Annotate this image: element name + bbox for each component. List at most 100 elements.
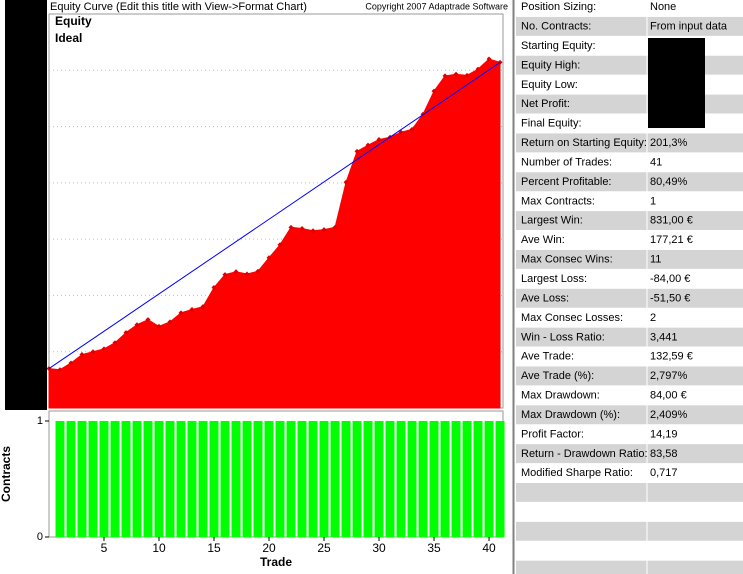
stat-label: Return on Starting Equity:	[521, 137, 647, 149]
stat-label: Max Drawdown (%):	[521, 409, 620, 421]
table-row	[516, 560, 743, 574]
contract-bar	[198, 420, 208, 537]
contract-bar	[308, 420, 318, 537]
x-tick-label: 40	[482, 541, 496, 555]
stat-value: 1	[650, 195, 656, 207]
equity-marker	[145, 317, 151, 323]
table-row	[516, 230, 743, 250]
equity-marker	[321, 227, 327, 233]
equity-marker	[365, 142, 371, 148]
table-row	[516, 308, 743, 328]
table-row	[516, 347, 743, 367]
stat-value: 132,59 €	[650, 351, 693, 363]
equity-marker	[189, 307, 195, 312]
equity-marker	[57, 367, 63, 373]
contract-bar	[143, 420, 153, 537]
equity-marker	[68, 360, 74, 366]
equity-marker	[255, 268, 261, 274]
equity-marker	[266, 255, 272, 261]
table-row	[516, 366, 743, 386]
equity-marker	[112, 340, 118, 346]
stat-value: 0,717	[650, 467, 678, 479]
table-row	[516, 0, 743, 17]
stat-label: Percent Profitable:	[521, 176, 612, 188]
contract-bar	[330, 420, 340, 537]
contract-bar	[209, 420, 219, 537]
stat-value: 177,21 €	[650, 234, 693, 246]
x-tick-label: 30	[372, 541, 386, 555]
equity-marker	[442, 73, 448, 79]
y-tick-label: 0	[37, 531, 43, 543]
contract-bar	[363, 420, 373, 537]
contract-bar	[341, 420, 351, 537]
y-tick-label: 1	[37, 415, 43, 427]
contract-bar	[319, 420, 329, 537]
stat-label: Largest Win:	[521, 215, 583, 227]
stat-label: Ave Win:	[521, 234, 565, 246]
stat-label: Max Consec Losses:	[521, 312, 623, 324]
contract-bar	[187, 420, 197, 537]
legend-entry: Ideal	[55, 31, 82, 45]
x-tick-label: 25	[317, 541, 331, 555]
equity-marker	[464, 72, 470, 78]
equity-marker	[376, 137, 382, 143]
table-row	[516, 385, 743, 406]
contract-bar	[121, 420, 131, 537]
stat-value: From input data	[650, 21, 728, 33]
equity-marker	[211, 285, 217, 291]
stat-label: Win - Loss Ratio:	[521, 331, 605, 343]
contract-bar	[165, 420, 175, 537]
equity-marker	[453, 71, 459, 77]
stat-value: 201,3%	[650, 137, 688, 149]
table-row	[516, 483, 743, 503]
stat-value: -51,50 €	[650, 292, 690, 304]
stat-label: Max Drawdown:	[521, 390, 600, 402]
equity-marker	[200, 304, 206, 310]
stat-label: Starting Equity:	[521, 40, 596, 52]
contract-bar	[231, 420, 241, 537]
contract-bar	[99, 420, 109, 537]
table-row	[516, 405, 743, 425]
stat-label: Max Contracts:	[521, 195, 595, 207]
stat-value: 3,441	[650, 331, 678, 343]
equity-marker	[277, 242, 283, 248]
contract-bar	[440, 420, 450, 537]
contract-bar	[253, 420, 263, 537]
equity-marker	[354, 148, 360, 154]
stat-value: -84,00 €	[650, 273, 690, 285]
stat-value: 831,00 €	[650, 215, 693, 227]
equity-marker	[409, 126, 415, 132]
x-tick-label: 10	[152, 541, 166, 555]
contract-bar	[242, 420, 252, 537]
table-row	[516, 424, 743, 445]
table-row	[516, 521, 743, 542]
equity-marker	[156, 323, 162, 329]
contract-bar	[286, 420, 296, 537]
x-axis-label: Trade	[260, 555, 292, 569]
stat-label: Number of Trades:	[521, 156, 612, 168]
stat-label: Ave Loss:	[521, 292, 569, 304]
equity-marker	[343, 179, 349, 185]
stat-label: Modified Sharpe Ratio:	[521, 467, 633, 479]
contract-bar	[77, 420, 87, 537]
contract-bar	[374, 420, 384, 537]
x-tick-label: 15	[207, 541, 221, 555]
x-tick-label: 20	[262, 541, 276, 555]
equity-marker	[222, 272, 228, 278]
stat-value: 83,58	[650, 448, 678, 460]
equity-marker	[475, 66, 481, 72]
table-row	[516, 541, 743, 561]
contract-bar	[264, 420, 274, 537]
contract-bar	[484, 420, 494, 537]
stat-label: Net Profit:	[521, 98, 570, 110]
contract-bar	[220, 420, 230, 537]
equity-marker	[431, 88, 437, 94]
equity-marker	[288, 224, 294, 230]
table-row	[516, 172, 743, 192]
contract-bar	[418, 420, 428, 537]
x-tick-label: 35	[427, 541, 441, 555]
stat-value: 41	[650, 156, 662, 168]
equity-marker	[167, 319, 173, 325]
equity-marker	[134, 322, 140, 328]
